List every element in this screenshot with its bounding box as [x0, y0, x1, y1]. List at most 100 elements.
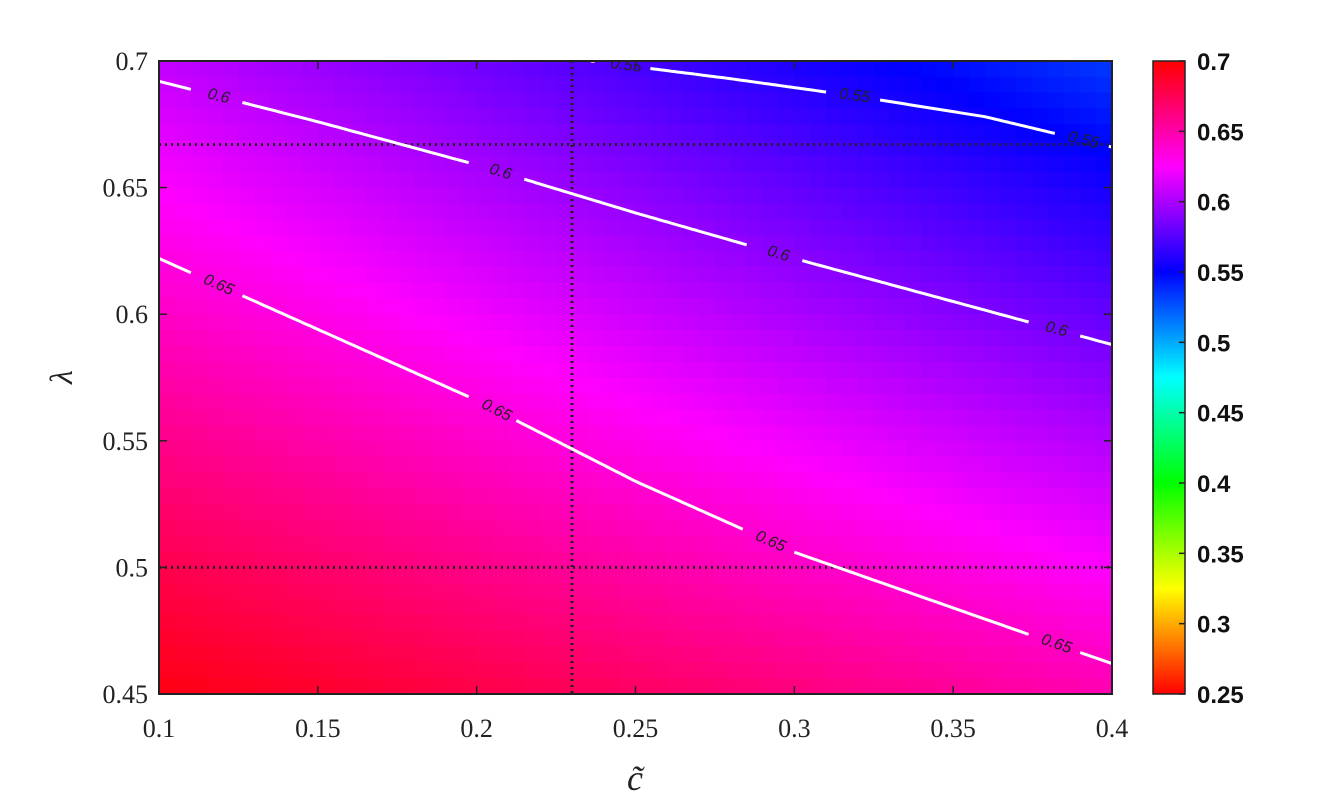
heatmap-cell	[921, 614, 938, 632]
heatmap-cell	[1096, 535, 1112, 553]
heatmap-cell	[841, 92, 859, 110]
heatmap-cell	[683, 519, 700, 537]
heatmap-cell	[349, 76, 367, 94]
heatmap-cell	[238, 345, 255, 363]
heatmap-cell	[953, 614, 970, 632]
heatmap-cell	[794, 409, 811, 426]
heatmap-cell	[1064, 456, 1081, 474]
heatmap-cell	[953, 61, 970, 78]
heatmap-cell	[810, 678, 827, 694]
heatmap-cell	[1048, 250, 1065, 268]
heatmap-cell	[238, 61, 255, 78]
heatmap-cell	[746, 519, 764, 537]
heatmap-cell	[699, 155, 716, 173]
heatmap-cell	[810, 298, 827, 315]
heatmap-cell	[778, 662, 795, 679]
heatmap-cell	[317, 92, 335, 110]
heatmap-cell	[397, 124, 414, 141]
heatmap-cell	[238, 108, 255, 125]
heatmap-cell	[1016, 614, 1034, 632]
heatmap-cell	[603, 345, 621, 363]
heatmap-cell	[619, 614, 637, 632]
colorbar-tick-label: 0.7	[1197, 49, 1230, 76]
heatmap-cell	[381, 377, 398, 394]
heatmap-cell	[365, 599, 382, 616]
heatmap-cell	[174, 646, 192, 663]
heatmap-cell	[651, 535, 668, 553]
heatmap-cell	[556, 567, 573, 584]
heatmap-cell	[619, 599, 637, 616]
heatmap-cell	[174, 678, 192, 694]
heatmap-cell	[381, 472, 398, 489]
heatmap-cell	[587, 377, 605, 394]
heatmap-cell	[826, 61, 843, 78]
heatmap-cell	[317, 535, 335, 553]
heatmap-cell	[270, 472, 287, 489]
heatmap-cell	[778, 314, 795, 331]
heatmap-cell	[651, 345, 668, 363]
heatmap-cell	[254, 235, 271, 252]
heatmap-cell	[714, 440, 732, 458]
heatmap-cell	[603, 567, 621, 584]
heatmap-cell	[540, 472, 557, 489]
heatmap-cell	[1080, 567, 1097, 584]
heatmap-cell	[1064, 519, 1081, 537]
heatmap-cell	[953, 330, 970, 347]
heatmap-cell	[540, 456, 557, 474]
heatmap-cell	[444, 345, 462, 363]
heatmap-cell	[683, 76, 700, 94]
heatmap-cell	[333, 314, 351, 331]
heatmap-cell	[667, 345, 684, 363]
heatmap-cell	[826, 219, 843, 236]
heatmap-cell	[174, 361, 192, 379]
heatmap-cell	[301, 472, 319, 489]
heatmap-cell	[619, 456, 637, 474]
x-tick-label: 0.15	[295, 714, 341, 743]
heatmap-cell	[174, 377, 192, 394]
heatmap-cell	[905, 424, 922, 442]
heatmap-cell	[683, 108, 700, 125]
heatmap-cell	[492, 203, 510, 220]
heatmap-cell	[349, 108, 367, 125]
heatmap-cell	[619, 171, 637, 189]
heatmap-cell	[1048, 187, 1065, 205]
heatmap-cell	[206, 504, 224, 521]
heatmap-cell	[603, 488, 621, 505]
heatmap-cell	[286, 155, 303, 173]
heatmap-cell	[286, 298, 303, 315]
heatmap-cell	[826, 662, 843, 679]
heatmap-cell	[1016, 567, 1034, 584]
heatmap-cell	[317, 599, 335, 616]
heatmap-cell	[762, 662, 780, 679]
heatmap-cell	[460, 630, 478, 648]
heatmap-cell	[603, 440, 621, 458]
heatmap-cell	[190, 519, 208, 537]
heatmap-cell	[1032, 282, 1050, 299]
heatmap-cell	[270, 630, 287, 648]
heatmap-cell	[762, 282, 780, 299]
heatmap-cell	[889, 393, 907, 410]
heatmap-cell	[556, 472, 573, 489]
heatmap-cell	[571, 76, 589, 94]
heatmap-cell	[508, 314, 525, 331]
heatmap-cell	[857, 108, 875, 125]
heatmap-cell	[683, 314, 700, 331]
heatmap-cell	[794, 282, 811, 299]
heatmap-cell	[778, 393, 795, 410]
heatmap-cell	[984, 235, 1002, 252]
heatmap-cell	[381, 187, 398, 205]
heatmap-cell	[476, 219, 494, 236]
heatmap-cell	[1096, 250, 1112, 268]
heatmap-cell	[460, 61, 478, 78]
heatmap-cell	[222, 678, 240, 694]
heatmap-cell	[937, 266, 954, 284]
heatmap-cell	[333, 614, 351, 632]
heatmap-cell	[1016, 330, 1034, 347]
heatmap-cell	[222, 551, 240, 569]
heatmap-cell	[301, 76, 319, 94]
heatmap-cell	[873, 345, 891, 363]
heatmap-cell	[286, 377, 303, 394]
heatmap-cell	[794, 345, 811, 363]
heatmap-cell	[476, 630, 494, 648]
heatmap-cell	[667, 203, 684, 220]
